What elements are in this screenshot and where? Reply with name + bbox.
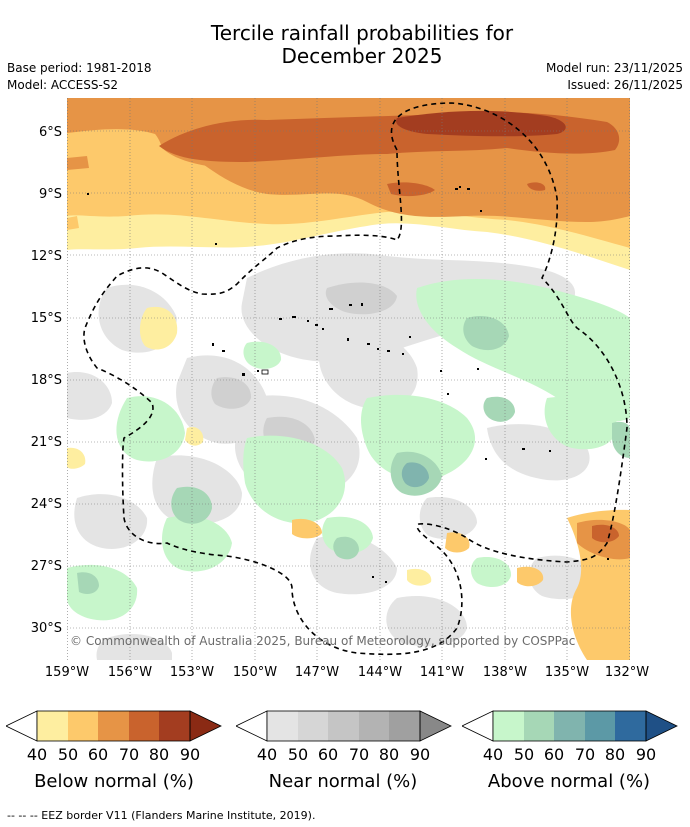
lat-label-27s: 27°S (30, 559, 62, 574)
lat-label-9s: 9°S (38, 187, 62, 202)
copyright-notice: © Commonwealth of Australia 2025, Bureau… (70, 634, 576, 648)
near-tick-60: 60 (317, 745, 339, 764)
colorbar-near-bin-3 (328, 711, 359, 741)
near-tick-40: 40 (256, 745, 278, 764)
colorbar-below-bin-1 (37, 711, 68, 741)
below-tick-70: 70 (118, 745, 140, 764)
above-normal-title: Above normal (%) (487, 771, 651, 792)
lat-label-24s: 24°S (30, 497, 62, 512)
below-normal-title: Below normal (%) (34, 771, 194, 792)
colorbar-below-bin-3 (98, 711, 129, 741)
meta-right: Model run: 23/11/2025 Issued: 26/11/2025 (546, 60, 683, 94)
below-tick-50: 50 (57, 745, 79, 764)
above-tick-90: 90 (635, 745, 657, 764)
base-period: Base period: 1981-2018 (7, 61, 152, 75)
islands (87, 186, 609, 583)
colorbar-near-over (419, 710, 452, 742)
eez-border (83, 102, 628, 656)
colorbar-near-bin-2 (298, 711, 328, 741)
colorbar-above (462, 710, 678, 742)
below-tick-40: 40 (26, 745, 48, 764)
meta-left: Base period: 1981-2018 Model: ACCESS-S2 (7, 60, 152, 94)
colorbar-near-bin-1 (267, 711, 298, 741)
colorbar-near-under (236, 710, 268, 742)
above-tick-70: 70 (574, 745, 596, 764)
near-tick-90: 90 (409, 745, 431, 764)
lon-label-156w: 156°W (107, 665, 153, 680)
lon-label-144w: 144°W (357, 665, 403, 680)
lat-label-6s: 6°S (38, 125, 62, 140)
model-name: Model: ACCESS-S2 (7, 78, 119, 92)
near-tick-80: 80 (378, 745, 400, 764)
lat-label-12s: 12°S (30, 249, 62, 264)
colorbar-above-bin-3 (554, 711, 585, 741)
colorbar-near-bin-4 (359, 711, 389, 741)
above-normal-areas (67, 278, 630, 621)
colorbar-below-bin-2 (68, 711, 98, 741)
map-title: Tercile rainfall probabilities for Decem… (150, 22, 574, 68)
above-normal-darker (77, 316, 630, 594)
colorbar-below (6, 710, 222, 742)
colorbar-below-under (6, 710, 38, 742)
lat-label-15s: 15°S (30, 311, 62, 326)
below-tick-80: 80 (148, 745, 170, 764)
lon-label-147w: 147°W (294, 665, 340, 680)
model-run: Model run: 23/11/2025 (545, 61, 683, 75)
rainfall-map (67, 98, 630, 660)
colorbar-above-over (645, 710, 678, 742)
lon-label-138w: 138°W (482, 665, 528, 680)
lat-label-30s: 30°S (30, 621, 62, 636)
colorbar-above-bin-2 (524, 711, 554, 741)
lon-label-135w: 135°W (544, 665, 590, 680)
eez-footnote: -- -- -- EEZ border V11 (Flanders Marine… (7, 809, 316, 822)
colorbar-above-under (462, 710, 494, 742)
colorbar-below-bin-4 (129, 711, 159, 741)
near-tick-50: 50 (287, 745, 309, 764)
colorbar-near-bin-5 (389, 711, 420, 741)
lon-label-153w: 153°W (169, 665, 215, 680)
near-normal-title: Near normal (%) (268, 771, 418, 792)
colorbar-above-bin-4 (585, 711, 615, 741)
graticule (67, 98, 630, 660)
map-canvas (67, 98, 630, 660)
title-line-1: Tercile rainfall probabilities for (210, 21, 514, 45)
lat-label-21s: 21°S (30, 435, 62, 450)
above-tick-40: 40 (482, 745, 504, 764)
near-tick-70: 70 (348, 745, 370, 764)
issued-date: Issued: 26/11/2025 (567, 78, 683, 92)
above-tick-50: 50 (513, 745, 535, 764)
lon-label-141w: 141°W (419, 665, 465, 680)
title-line-2: December 2025 (281, 44, 443, 68)
below-normal-southeast (67, 156, 630, 660)
above-tick-60: 60 (543, 745, 565, 764)
below-tick-90: 90 (179, 745, 201, 764)
colorbar-above-bin-5 (615, 711, 646, 741)
lat-label-18s: 18°S (30, 373, 62, 388)
lon-label-132w: 132°W (604, 665, 650, 680)
above-tick-80: 80 (604, 745, 626, 764)
lon-label-159w: 159°W (44, 665, 90, 680)
lon-label-150w: 150°W (232, 665, 278, 680)
colorbar-below-bin-5 (159, 711, 190, 741)
below-tick-60: 60 (87, 745, 109, 764)
below-normal-band (67, 98, 630, 270)
colorbar-above-bin-1 (493, 711, 524, 741)
colorbar-below-over (189, 710, 222, 742)
colorbar-near (236, 710, 452, 742)
